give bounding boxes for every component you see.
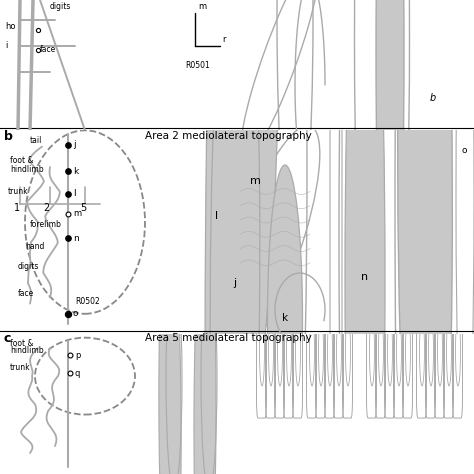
Text: R0502: R0502 (75, 297, 100, 306)
Text: c: c (4, 332, 11, 345)
Ellipse shape (210, 0, 260, 474)
Text: o: o (462, 146, 467, 155)
Text: Area 5 mediolateral topography: Area 5 mediolateral topography (145, 333, 312, 343)
Text: j: j (73, 140, 76, 149)
Text: j: j (233, 278, 237, 288)
Text: trunk: trunk (10, 363, 31, 372)
Text: r: r (222, 35, 226, 44)
Text: digits: digits (50, 2, 72, 11)
Text: forelimb: forelimb (30, 219, 62, 228)
Text: face: face (18, 289, 34, 298)
Text: foot &: foot & (10, 156, 34, 165)
Ellipse shape (205, 0, 235, 474)
Text: trunk: trunk (8, 187, 28, 196)
Text: ho: ho (5, 22, 16, 30)
Ellipse shape (194, 209, 216, 474)
Text: b: b (4, 130, 13, 143)
Text: hand: hand (25, 242, 45, 251)
Text: n: n (73, 234, 79, 243)
Text: face: face (40, 45, 56, 54)
Text: b: b (430, 93, 436, 103)
Text: 2: 2 (43, 203, 49, 213)
Text: m: m (198, 2, 206, 11)
Text: k: k (73, 167, 78, 175)
Ellipse shape (231, 0, 279, 455)
Text: hindlimb: hindlimb (10, 164, 44, 173)
Text: m: m (250, 176, 260, 186)
Text: digits: digits (18, 263, 39, 272)
Text: 1: 1 (14, 203, 20, 213)
Ellipse shape (159, 210, 181, 474)
Circle shape (345, 0, 385, 474)
Text: k: k (282, 313, 288, 323)
Text: 5: 5 (80, 203, 86, 213)
Ellipse shape (376, 0, 404, 378)
Text: n: n (362, 272, 369, 282)
Text: l: l (73, 189, 76, 198)
Text: foot &: foot & (10, 339, 34, 348)
Text: R0501: R0501 (185, 61, 210, 70)
Ellipse shape (267, 165, 302, 471)
Text: p: p (75, 351, 81, 360)
Text: tail: tail (30, 136, 42, 145)
Text: l: l (216, 211, 219, 221)
Text: m: m (73, 210, 81, 219)
Ellipse shape (398, 0, 452, 474)
Text: Area 2 mediolateral topography: Area 2 mediolateral topography (145, 131, 312, 141)
Text: i: i (5, 41, 8, 50)
Text: q: q (75, 369, 81, 378)
Text: hindlimb: hindlimb (10, 346, 44, 356)
Text: o: o (73, 310, 79, 318)
